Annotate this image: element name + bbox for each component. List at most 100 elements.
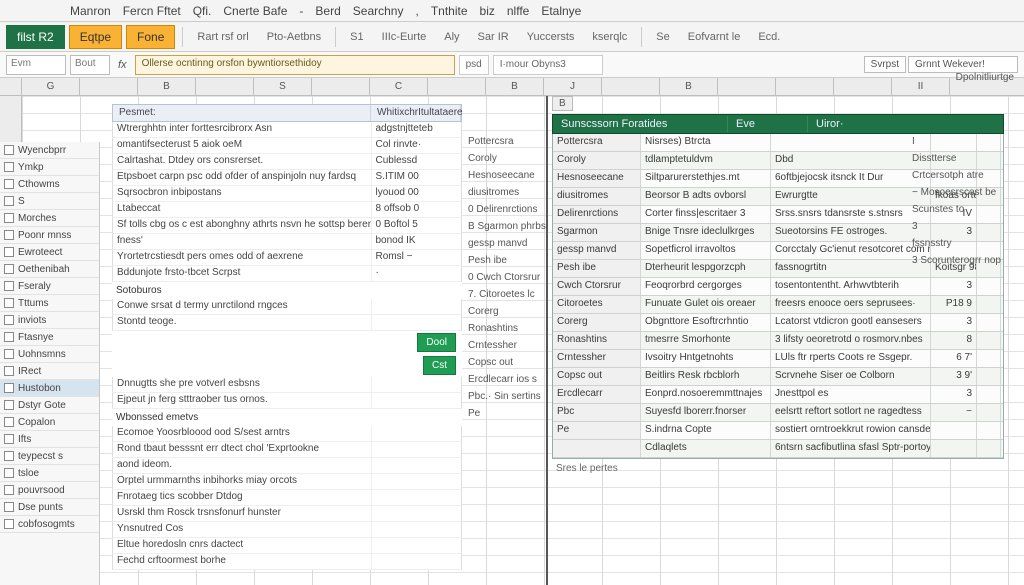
- center-row[interactable]: Eltue horedosln cnrs dactect: [112, 538, 462, 554]
- center-row[interactable]: Sf tolls cbg os c est abonghny athrts ns…: [112, 218, 462, 234]
- center-row[interactable]: Wtrerghhtn inter forttesrcibrorx Asnadgs…: [112, 122, 462, 138]
- left-sidebar-item[interactable]: Tttums: [0, 295, 99, 312]
- center-row[interactable]: aond ideom.: [112, 458, 462, 474]
- center-row[interactable]: Fnrotaeg tics scobber Dtdog: [112, 490, 462, 506]
- action-button-2[interactable]: Cst: [423, 356, 456, 375]
- center-row[interactable]: Rond tbaut besssnt err dtect chol 'Exprt…: [112, 442, 462, 458]
- left-sidebar-item[interactable]: Poonr mnss: [0, 227, 99, 244]
- menu-item[interactable]: Qfi.: [193, 4, 212, 18]
- left-sidebar-item[interactable]: Wyencbprr: [0, 142, 99, 159]
- menu-item[interactable]: Manron: [70, 4, 111, 18]
- col-header[interactable]: [428, 78, 486, 95]
- ribbon-label[interactable]: Aly: [437, 26, 466, 48]
- left-sidebar-item[interactable]: Ftasnye: [0, 329, 99, 346]
- col-header[interactable]: [312, 78, 370, 95]
- right-table-row[interactable]: Cwch CtorsrurFeoqrorbrd cergorgestosento…: [553, 278, 1003, 296]
- ribbon-label[interactable]: kserqlc: [585, 26, 634, 48]
- ribbon-label[interactable]: Se: [649, 26, 676, 48]
- col-header[interactable]: J: [544, 78, 602, 95]
- col-header[interactable]: [776, 78, 834, 95]
- center-row[interactable]: Fechd crftoormest borhe: [112, 554, 462, 570]
- center-row[interactable]: Orptel urmmarnths inbihorks miay orcots: [112, 474, 462, 490]
- ribbon-label[interactable]: Pto-Aetbns: [260, 26, 328, 48]
- ribbon-label[interactable]: Sar IR: [471, 26, 516, 48]
- file-tab[interactable]: filst R2: [6, 25, 65, 49]
- right-table-row[interactable]: Cdlaqlets6ntsrn sacfibutlina sfasl Sptr-…: [553, 440, 1003, 458]
- center-row[interactable]: Yrortetrcstiesdt pers omes odd of aexren…: [112, 250, 462, 266]
- ribbon-label[interactable]: Yuccersts: [520, 26, 582, 48]
- menu-item[interactable]: Searchny: [353, 4, 404, 18]
- ribbon-label[interactable]: IIIc-Eurte: [375, 26, 434, 48]
- col-header[interactable]: G: [22, 78, 80, 95]
- ribbon-label[interactable]: Ecd.: [751, 26, 787, 48]
- center-row[interactable]: Ejpeut jn ferg stttraober tus ornos.: [112, 393, 462, 409]
- left-sidebar-item[interactable]: cobfosogmts: [0, 516, 99, 533]
- center-row[interactable]: Ynsnutred Cos: [112, 522, 462, 538]
- center-row[interactable]: fness'bonod IK: [112, 234, 462, 250]
- left-sidebar-item[interactable]: S: [0, 193, 99, 210]
- left-sidebar-item[interactable]: Ewroteect: [0, 244, 99, 261]
- left-sidebar-item[interactable]: Ifts: [0, 431, 99, 448]
- col-header[interactable]: B: [486, 78, 544, 95]
- vertical-split[interactable]: [546, 96, 548, 585]
- left-sidebar-item[interactable]: teypecst s: [0, 448, 99, 465]
- menu-item[interactable]: nlffe: [507, 4, 529, 18]
- formula-input[interactable]: Ollerse ocntinng orsfon bywntiorsethidoy: [135, 55, 455, 75]
- col-header[interactable]: [718, 78, 776, 95]
- left-sidebar-item[interactable]: Ymkp: [0, 159, 99, 176]
- left-sidebar-item[interactable]: Hustobon: [0, 380, 99, 397]
- right-table-row[interactable]: CorergObgnttore EsoftrcrhntioLcatorst vt…: [553, 314, 1003, 332]
- left-sidebar-item[interactable]: IRect: [0, 363, 99, 380]
- menu-item[interactable]: Berd: [315, 4, 340, 18]
- left-sidebar-item[interactable]: tsloe: [0, 465, 99, 482]
- left-sidebar-item[interactable]: Fseraly: [0, 278, 99, 295]
- right-table-row[interactable]: Ronashtinstmesrre Smorhonte3 lifsty oeor…: [553, 332, 1003, 350]
- center-row[interactable]: omantifsecterust 5 aiok oeMCol rinvte·: [112, 138, 462, 154]
- col-header[interactable]: II: [892, 78, 950, 95]
- menu-item[interactable]: Tnthite: [431, 4, 468, 18]
- right-table-row[interactable]: CitoroetesFunuate Gulet ois oreaerfreesr…: [553, 296, 1003, 314]
- left-sidebar-item[interactable]: Uohnsmns: [0, 346, 99, 363]
- center-row[interactable]: Sqrsocbron inbipostanslyouod 00: [112, 186, 462, 202]
- menu-item[interactable]: biz: [480, 4, 495, 18]
- right-table-row[interactable]: ErcdlecarrEonprd.nosoeremmttnajesJnesttp…: [553, 386, 1003, 404]
- col-header[interactable]: [196, 78, 254, 95]
- center-row[interactable]: Stontd teoge.: [112, 315, 462, 331]
- menu-item[interactable]: Cnerte Bafe: [223, 4, 287, 18]
- center-row[interactable]: Conwe srsat d termy unrctilond rngces: [112, 299, 462, 315]
- right-table-row[interactable]: CrntessherIvsoitry HntgetnohtsLUls ftr r…: [553, 350, 1003, 368]
- name-box[interactable]: Evm: [6, 55, 66, 75]
- formula-aux-2[interactable]: I·mour Obyns3: [493, 55, 603, 75]
- col-header[interactable]: S: [254, 78, 312, 95]
- menu-item[interactable]: Fercn Fftet: [123, 4, 181, 18]
- ribbon-label[interactable]: Rart rsf orl: [190, 26, 255, 48]
- col-header[interactable]: B: [138, 78, 196, 95]
- left-sidebar-item[interactable]: Copalon: [0, 414, 99, 431]
- col-header[interactable]: [834, 78, 892, 95]
- col-header[interactable]: C: [370, 78, 428, 95]
- ribbon-right-item[interactable]: Grnnt Wekever!: [908, 56, 1018, 73]
- ribbon-tab-active-2[interactable]: Fone: [126, 25, 175, 49]
- ribbon-label[interactable]: S1: [343, 26, 370, 48]
- left-sidebar-item[interactable]: Morches: [0, 210, 99, 227]
- left-sidebar-item[interactable]: pouvrsood: [0, 482, 99, 499]
- center-row[interactable]: Usrskl thm Rosck trsnsfonurf hunster: [112, 506, 462, 522]
- name-box-2[interactable]: Bout: [70, 55, 110, 75]
- center-row[interactable]: Ecomoe Yoosrbloood ood S/sest arntrs: [112, 426, 462, 442]
- col-header[interactable]: [602, 78, 660, 95]
- right-col-header[interactable]: B: [552, 96, 573, 111]
- left-sidebar-item[interactable]: Cthowms: [0, 176, 99, 193]
- col-header[interactable]: B: [660, 78, 718, 95]
- select-all-corner[interactable]: [0, 78, 22, 95]
- menu-item[interactable]: Etalnye: [541, 4, 581, 18]
- right-table-row[interactable]: Copsc outBeitlirs Resk rbcblorhScrvnehe …: [553, 368, 1003, 386]
- left-sidebar-item[interactable]: Oethenibah: [0, 261, 99, 278]
- ribbon-right-item[interactable]: Svrpst: [864, 56, 906, 73]
- center-row[interactable]: Calrtashat. Dtdey ors consrerset.Cubless…: [112, 154, 462, 170]
- fx-icon[interactable]: fx: [114, 59, 131, 71]
- center-row[interactable]: Dnnugtts she pre votverl esbsns: [112, 377, 462, 393]
- action-button-1[interactable]: Dool: [417, 333, 456, 352]
- left-sidebar-item[interactable]: Dstyr Gote: [0, 397, 99, 414]
- center-row[interactable]: Etpsboet carpn psc odd ofder of anspinjo…: [112, 170, 462, 186]
- ribbon-label[interactable]: Eofvarnt le: [681, 26, 748, 48]
